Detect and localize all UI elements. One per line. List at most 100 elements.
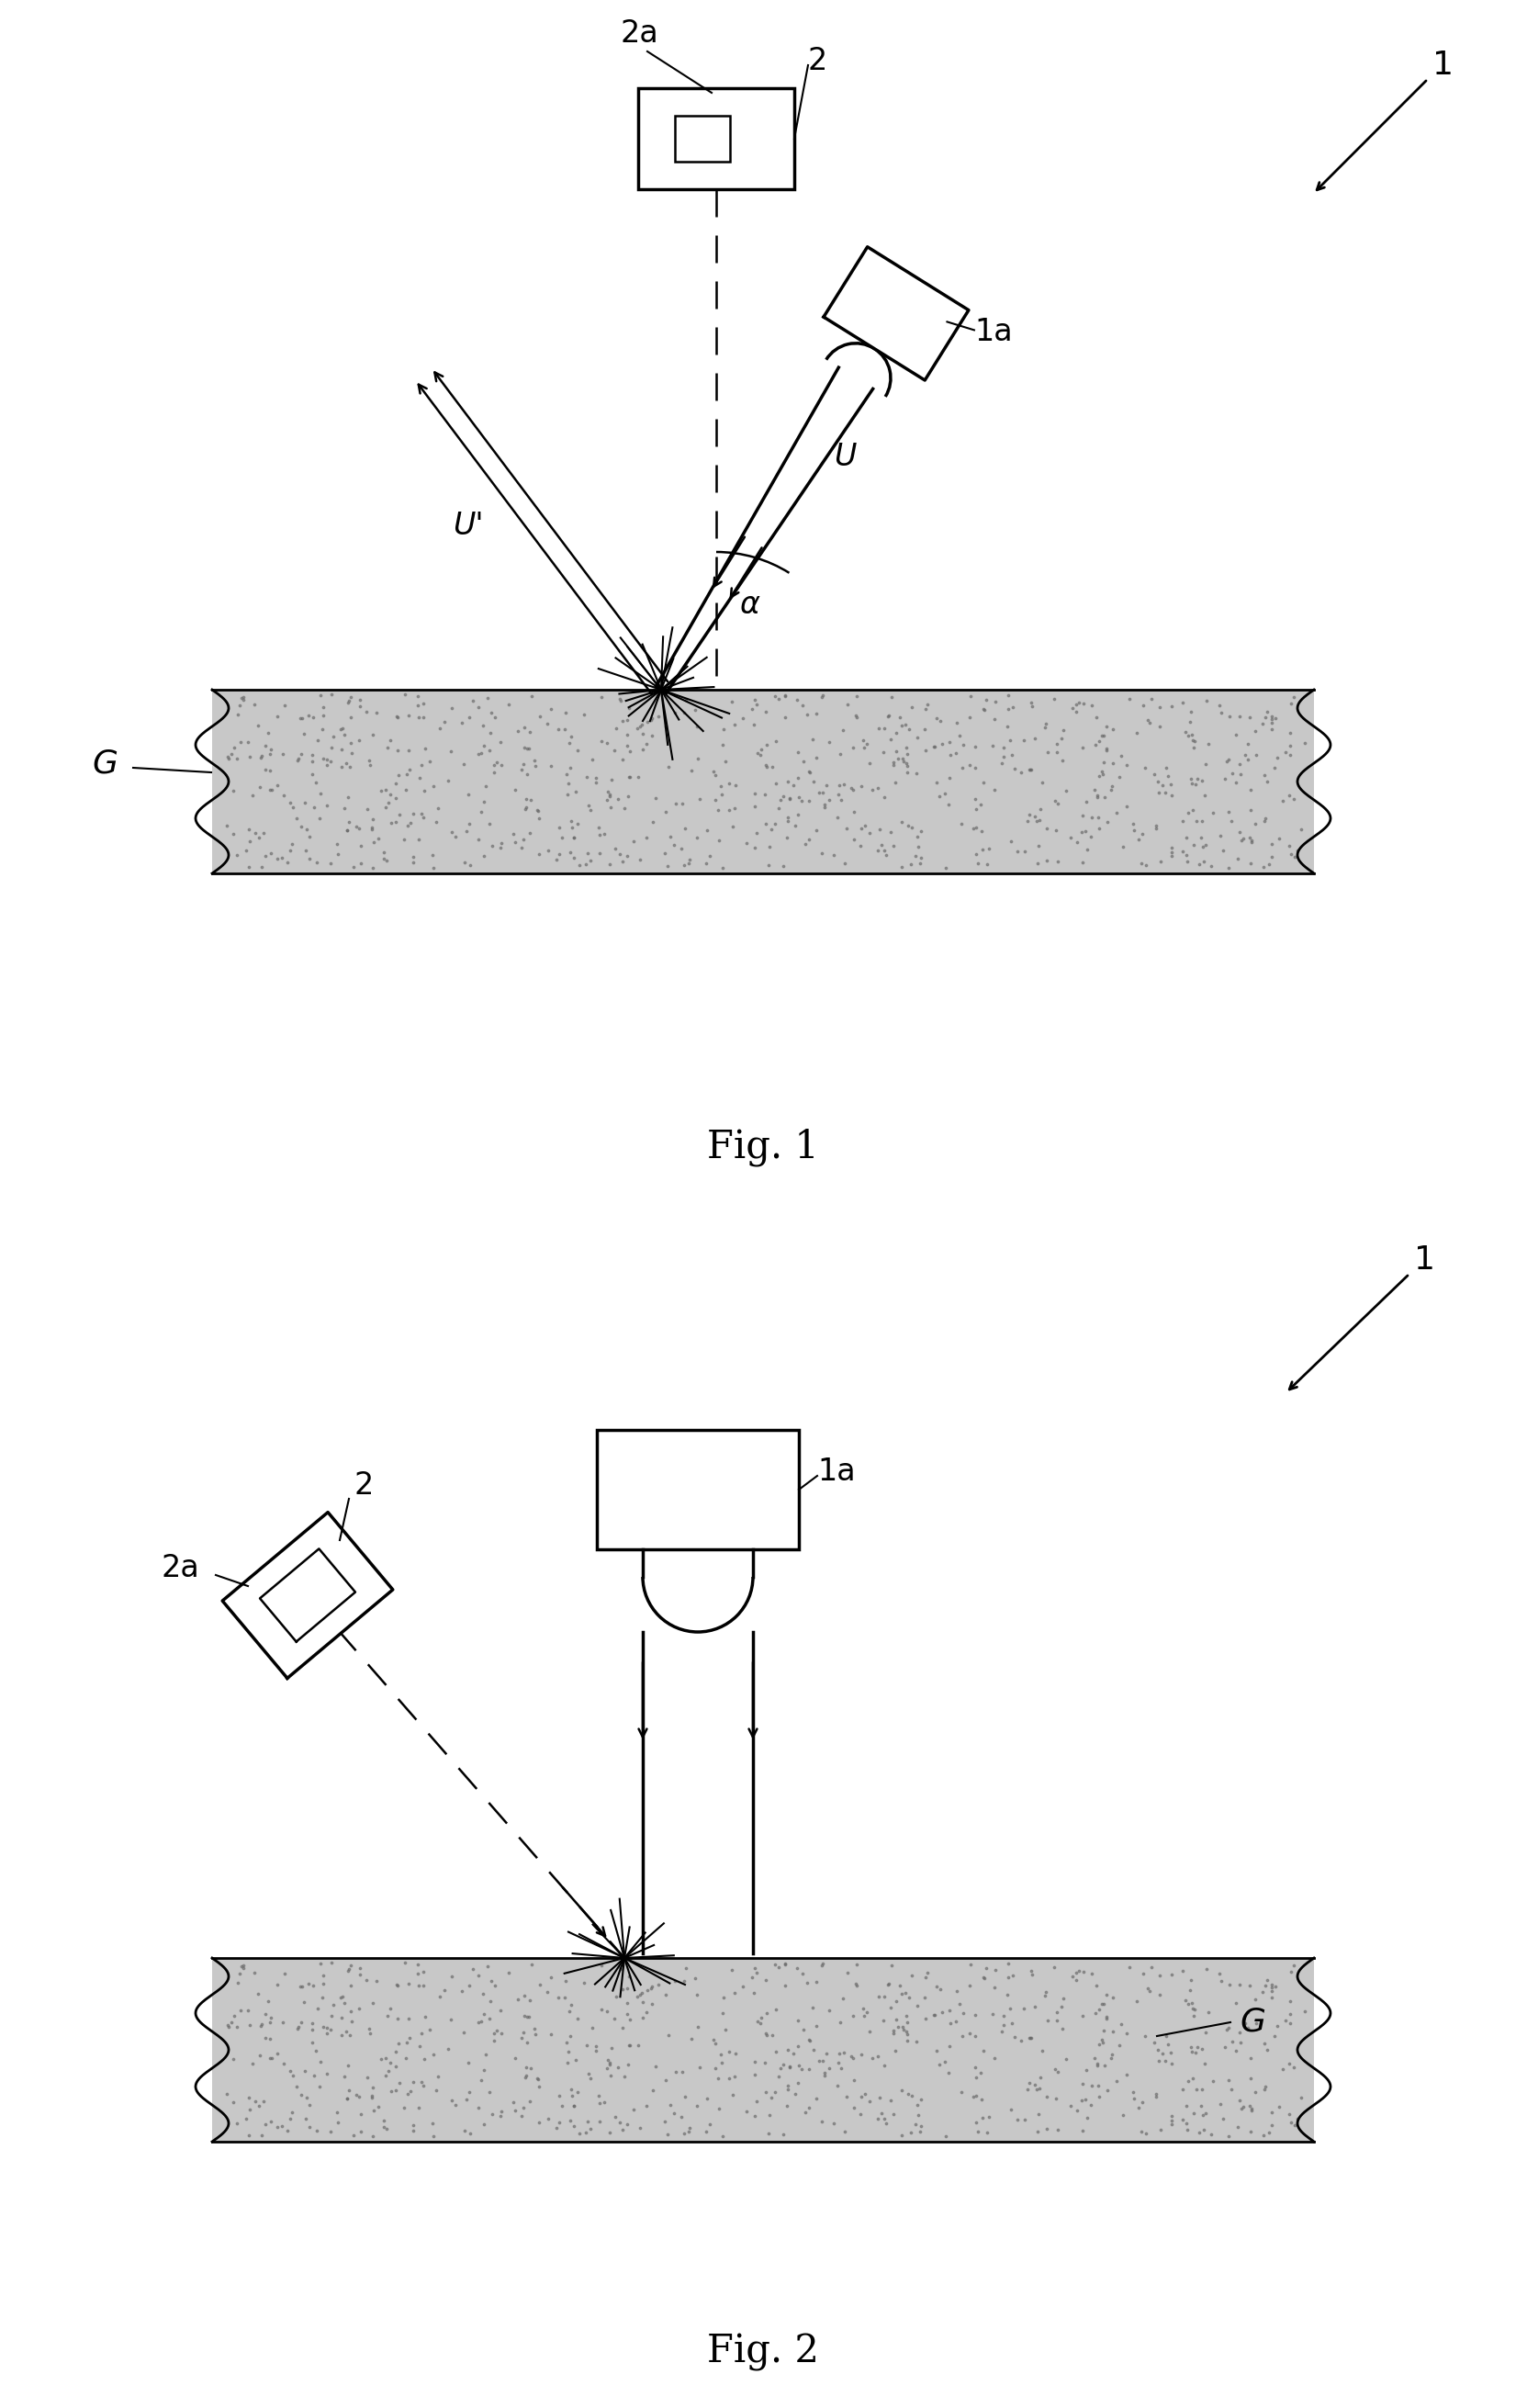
Point bbox=[1034, 840, 1058, 879]
Point bbox=[971, 763, 996, 802]
Point bbox=[789, 686, 814, 725]
Point bbox=[938, 2028, 962, 2066]
Point bbox=[909, 811, 933, 850]
Point bbox=[599, 787, 623, 826]
Point bbox=[618, 732, 643, 771]
Point bbox=[397, 751, 421, 790]
Point bbox=[348, 2095, 373, 2133]
Point bbox=[597, 845, 621, 884]
Point bbox=[1215, 2061, 1240, 2100]
Point bbox=[722, 2035, 747, 2073]
Point bbox=[554, 2023, 579, 2061]
Point bbox=[281, 787, 305, 826]
Point bbox=[834, 2078, 858, 2117]
Point bbox=[252, 2083, 276, 2121]
Point bbox=[373, 838, 397, 877]
Point bbox=[229, 679, 253, 718]
Point bbox=[246, 2088, 270, 2126]
Point bbox=[875, 696, 899, 734]
Point bbox=[421, 2117, 446, 2155]
Point bbox=[425, 802, 449, 840]
Point bbox=[1200, 795, 1225, 833]
Point bbox=[1171, 802, 1196, 840]
Point bbox=[860, 2040, 884, 2078]
Point bbox=[1177, 703, 1202, 742]
Point bbox=[397, 696, 421, 734]
Point bbox=[1215, 2117, 1240, 2155]
Point bbox=[1139, 1948, 1164, 1987]
Point bbox=[1182, 722, 1206, 761]
Point bbox=[226, 696, 250, 734]
Point bbox=[1132, 1953, 1156, 1991]
Point bbox=[964, 2102, 988, 2141]
Point bbox=[305, 1989, 330, 2028]
Point bbox=[805, 1963, 829, 2001]
Point bbox=[1153, 773, 1177, 811]
Point bbox=[247, 768, 272, 807]
Point bbox=[1232, 737, 1257, 775]
Point bbox=[626, 756, 651, 795]
Point bbox=[576, 2054, 600, 2093]
Point bbox=[603, 1977, 628, 2015]
Point bbox=[1180, 2095, 1205, 2133]
Point bbox=[1099, 768, 1124, 807]
Point bbox=[275, 2112, 299, 2150]
Point bbox=[428, 710, 452, 749]
Point bbox=[229, 1946, 253, 1984]
Point bbox=[702, 2049, 727, 2088]
Point bbox=[528, 1965, 553, 2003]
Point bbox=[321, 718, 345, 756]
Point bbox=[1092, 2011, 1116, 2049]
Point bbox=[1170, 1953, 1194, 1991]
Point bbox=[739, 1958, 764, 1996]
Point bbox=[890, 739, 915, 778]
Point bbox=[812, 2056, 837, 2095]
Point bbox=[1277, 775, 1301, 814]
Point bbox=[664, 785, 689, 824]
Point bbox=[1182, 1996, 1206, 2035]
Point bbox=[1020, 686, 1044, 725]
Point bbox=[606, 780, 631, 819]
Point bbox=[1073, 2052, 1098, 2090]
Point bbox=[1133, 2114, 1157, 2153]
Point bbox=[573, 696, 597, 734]
Point bbox=[991, 2006, 1015, 2044]
Point bbox=[513, 2056, 538, 2095]
Point bbox=[1289, 809, 1313, 848]
Point bbox=[844, 696, 869, 734]
Point bbox=[589, 722, 614, 761]
Point bbox=[1118, 679, 1142, 718]
Point bbox=[922, 727, 947, 766]
Point bbox=[527, 836, 551, 874]
Point bbox=[469, 734, 493, 773]
Point bbox=[822, 836, 846, 874]
Point bbox=[406, 1955, 431, 1994]
Point bbox=[641, 2071, 666, 2109]
Point bbox=[999, 821, 1023, 860]
Point bbox=[873, 2105, 898, 2143]
Point bbox=[362, 824, 386, 862]
Point bbox=[547, 710, 571, 749]
Point bbox=[785, 2001, 809, 2040]
Point bbox=[583, 2028, 608, 2066]
Point bbox=[999, 2090, 1023, 2129]
Point bbox=[654, 1975, 678, 2013]
Text: 1: 1 bbox=[1432, 51, 1454, 82]
Point bbox=[557, 725, 582, 763]
Point bbox=[599, 2047, 623, 2085]
Point bbox=[873, 836, 898, 874]
Point bbox=[776, 2066, 800, 2105]
Point bbox=[341, 2001, 365, 2040]
Point bbox=[742, 1975, 767, 2013]
Point bbox=[1283, 2107, 1307, 2146]
Text: 2: 2 bbox=[354, 1471, 373, 1500]
Point bbox=[513, 780, 538, 819]
Point bbox=[559, 802, 583, 840]
Point bbox=[412, 730, 437, 768]
Point bbox=[1263, 1967, 1287, 2006]
Point bbox=[1261, 2018, 1286, 2056]
Point bbox=[1185, 802, 1209, 840]
Point bbox=[1159, 766, 1183, 804]
Point bbox=[851, 720, 875, 759]
Point bbox=[817, 2049, 841, 2088]
